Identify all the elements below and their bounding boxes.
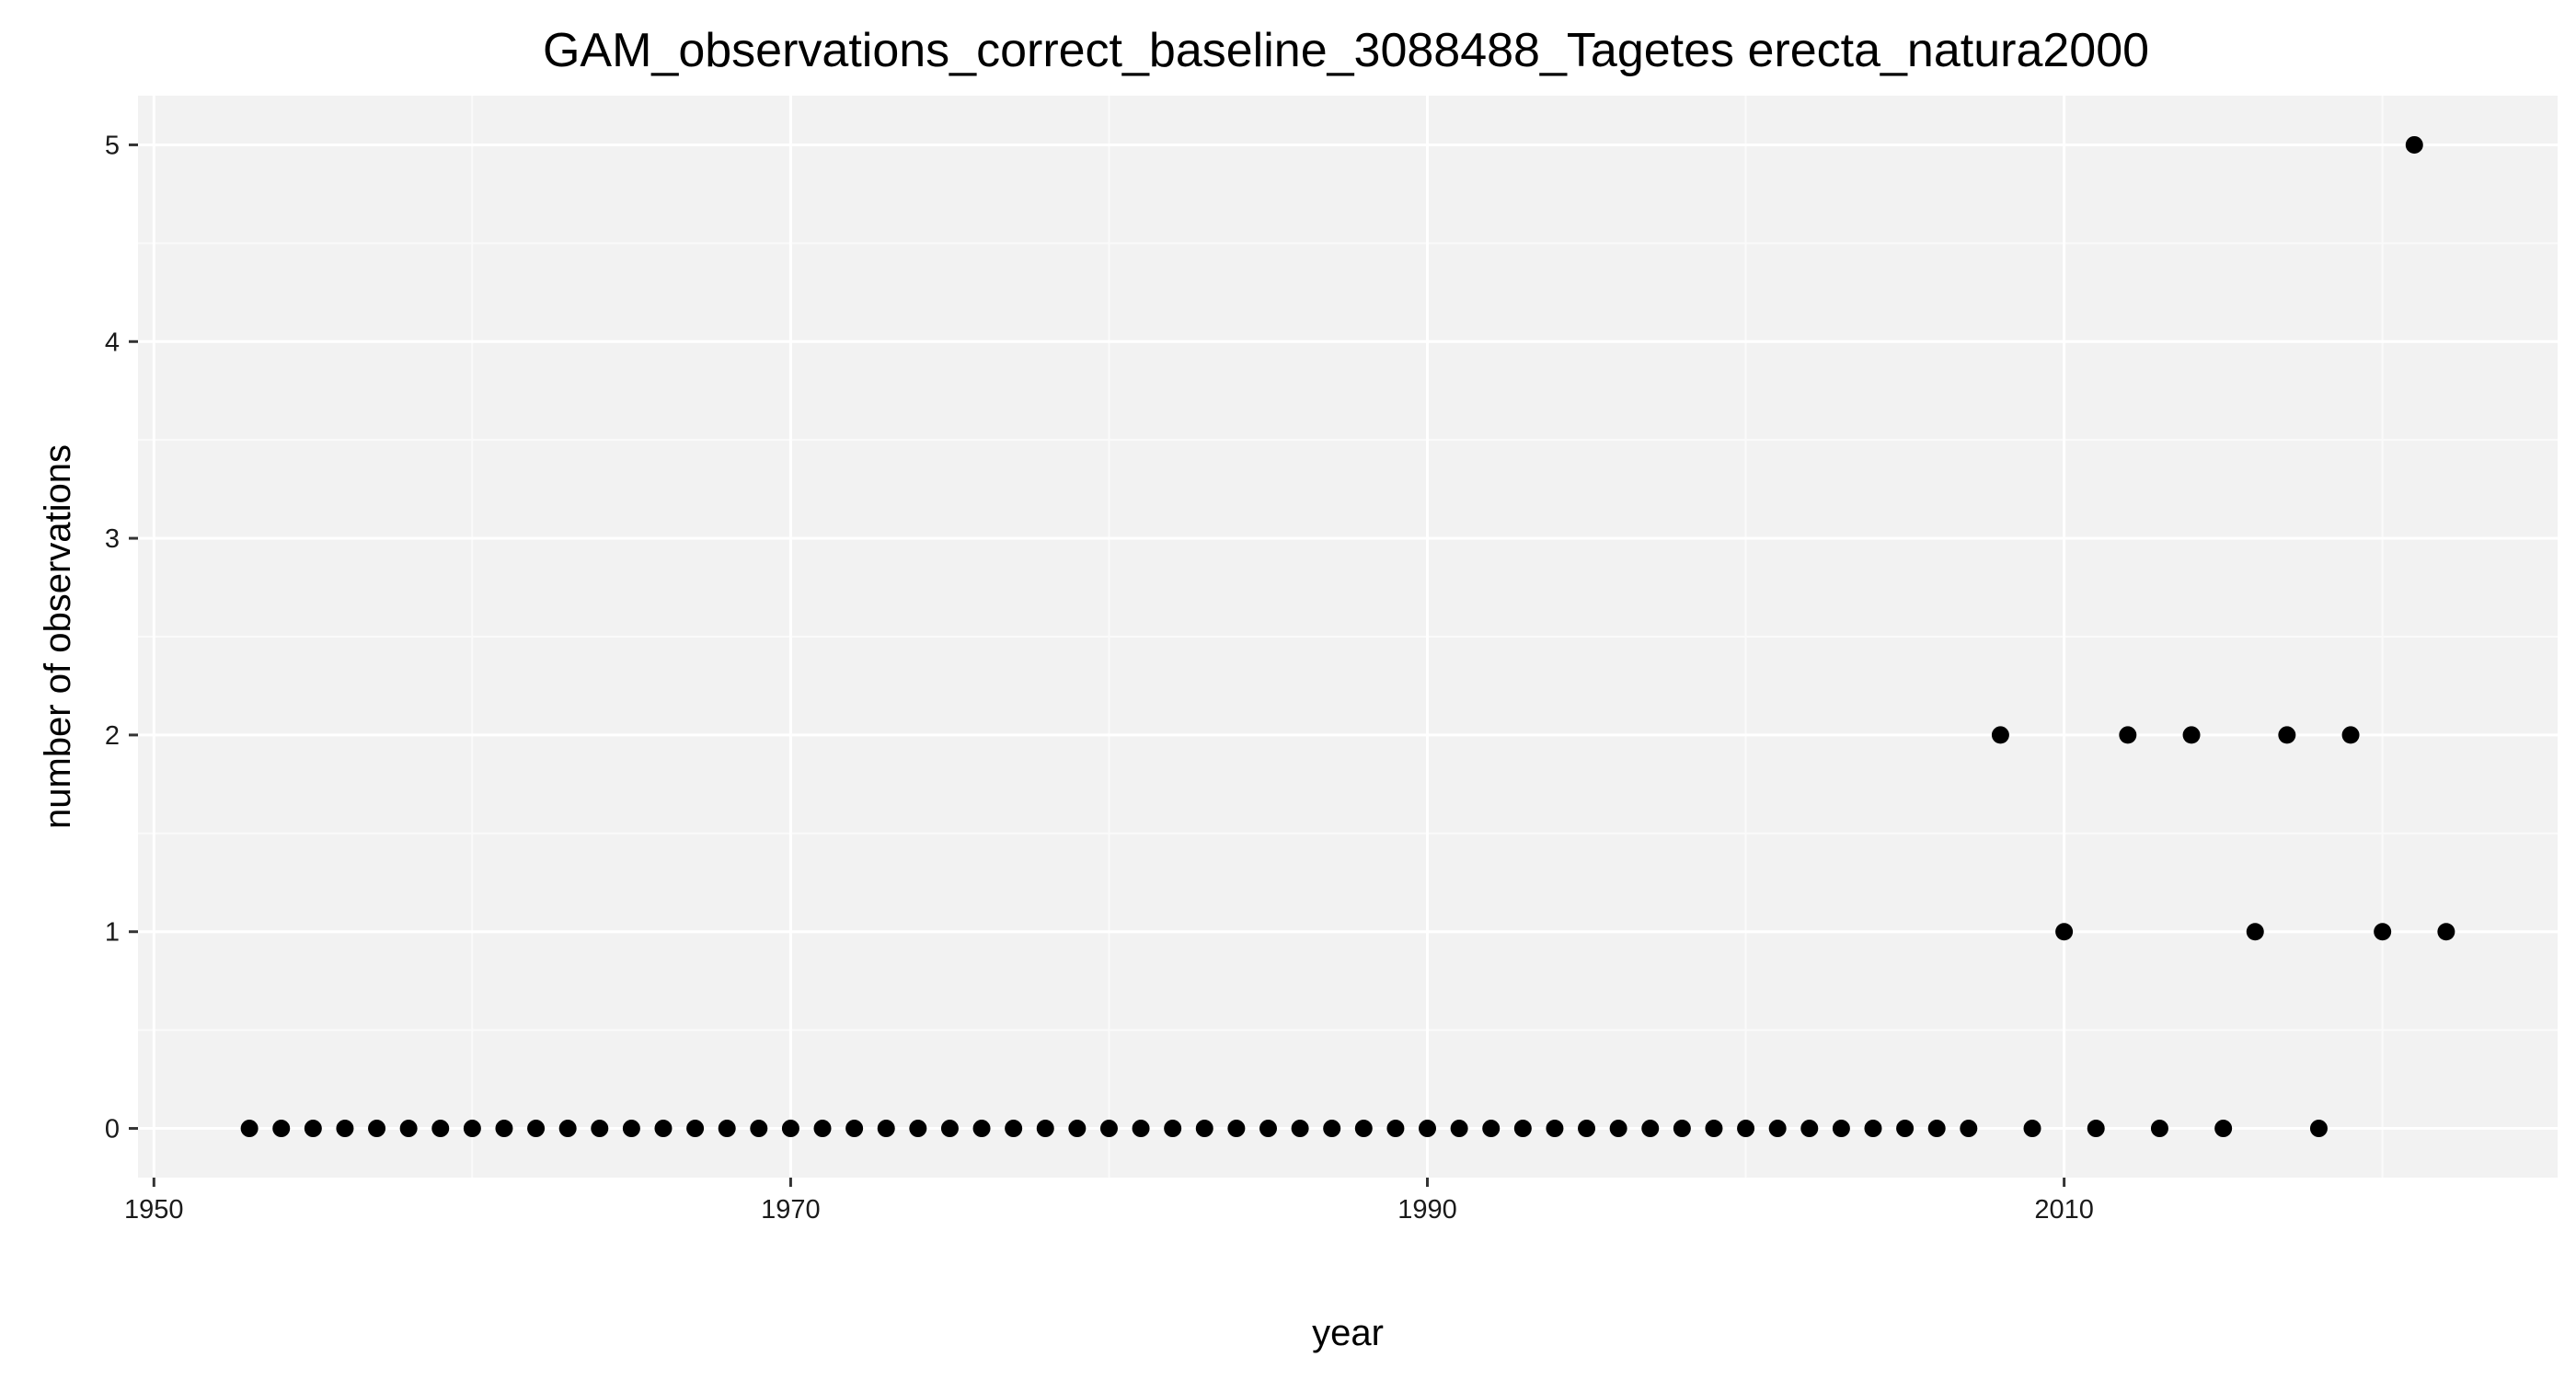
data-point [2405,135,2423,154]
chart-title: GAM_observations_correct_baseline_308848… [543,24,2149,77]
data-point [2023,1120,2041,1138]
data-point [495,1120,513,1138]
data-point [1036,1120,1054,1138]
data-point [336,1120,354,1138]
data-point [399,1120,418,1138]
data-point [686,1120,705,1138]
data-point [1164,1120,1182,1138]
data-point [1578,1120,1596,1138]
data-point [272,1120,291,1138]
data-point [2119,726,2137,744]
data-point [877,1120,895,1138]
data-point [2055,923,2074,941]
minor-gridlines [138,96,2558,1178]
data-point [1609,1120,1627,1138]
data-point [240,1120,259,1138]
data-point [1832,1120,1850,1138]
data-point [368,1120,386,1138]
data-point [2150,1120,2168,1138]
data-point [1768,1120,1787,1138]
data-point [2214,1120,2233,1138]
x-tick-label: 2010 [2034,1195,2094,1225]
data-point [1705,1120,1723,1138]
data-point [1386,1120,1405,1138]
data-point [1354,1120,1373,1138]
data-point [1960,1120,1978,1138]
data-point [2374,923,2392,941]
x-axis-label: year [1312,1313,1384,1353]
data-point [527,1120,546,1138]
data-point [558,1120,577,1138]
data-point [304,1120,322,1138]
y-axis-label: number of observations [38,444,78,829]
y-tick-label: 4 [105,328,120,357]
data-point [1641,1120,1660,1138]
data-point [431,1120,450,1138]
y-tick-label: 1 [105,918,120,948]
data-point [463,1120,481,1138]
data-point [1896,1120,1915,1138]
data-point [1323,1120,1341,1138]
data-points [240,135,2455,1138]
data-point [2341,726,2360,744]
data-point [1005,1120,1023,1138]
data-point [1482,1120,1501,1138]
data-point [1991,726,2009,744]
data-point [622,1120,640,1138]
data-point [1419,1120,1437,1138]
y-tick-label: 3 [105,524,120,554]
data-point [718,1120,736,1138]
data-point [1800,1120,1819,1138]
data-point [1227,1120,1246,1138]
data-point [813,1120,832,1138]
data-point [1737,1120,1755,1138]
data-point [1673,1120,1691,1138]
data-point [1291,1120,1309,1138]
y-axis-ticks: 0 1 2 3 4 5 [105,131,138,1144]
major-gridlines [138,96,2558,1178]
data-point [1068,1120,1087,1138]
data-point [1099,1120,1118,1138]
data-point [1195,1120,1213,1138]
data-point [1132,1120,1150,1138]
x-tick-label: 1990 [1397,1195,1457,1225]
y-tick-label: 0 [105,1115,120,1144]
data-point [972,1120,991,1138]
data-point [2182,726,2201,744]
data-point [1864,1120,1882,1138]
data-point [781,1120,799,1138]
y-tick-label: 5 [105,131,120,160]
data-point [750,1120,768,1138]
data-point [1450,1120,1468,1138]
data-point [2246,923,2264,941]
data-point [940,1120,959,1138]
data-point [1546,1120,1564,1138]
y-tick-label: 2 [105,721,120,751]
data-point [654,1120,673,1138]
x-axis-ticks: 1950 1970 1990 2010 [124,1178,2094,1225]
data-point [845,1120,864,1138]
data-point [909,1120,927,1138]
data-point [2437,923,2455,941]
data-point [591,1120,609,1138]
data-point [1259,1120,1277,1138]
x-tick-label: 1950 [124,1195,184,1225]
x-tick-label: 1970 [761,1195,821,1225]
data-point [1513,1120,1532,1138]
data-point [2087,1120,2105,1138]
data-point [2278,726,2296,744]
data-point [2309,1120,2328,1138]
data-point [1927,1120,1946,1138]
